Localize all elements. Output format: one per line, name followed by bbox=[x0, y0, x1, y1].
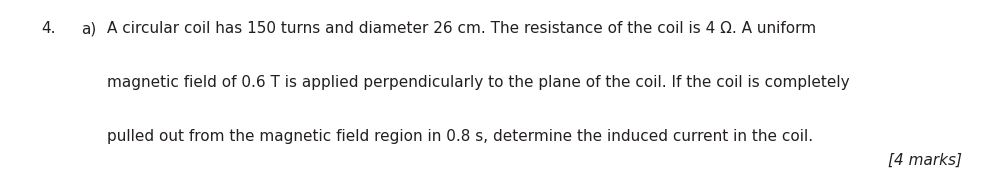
Text: A circular coil has 150 turns and diameter 26 cm. The resistance of the coil is : A circular coil has 150 turns and diamet… bbox=[106, 21, 814, 36]
Text: a): a) bbox=[81, 21, 96, 36]
Text: 4.: 4. bbox=[41, 21, 56, 36]
Text: magnetic field of 0.6 T is applied perpendicularly to the plane of the coil. If : magnetic field of 0.6 T is applied perpe… bbox=[106, 75, 848, 90]
Text: pulled out from the magnetic field region in 0.8 s, determine the induced curren: pulled out from the magnetic field regio… bbox=[106, 130, 811, 145]
Text: [4 marks]: [4 marks] bbox=[887, 153, 961, 168]
